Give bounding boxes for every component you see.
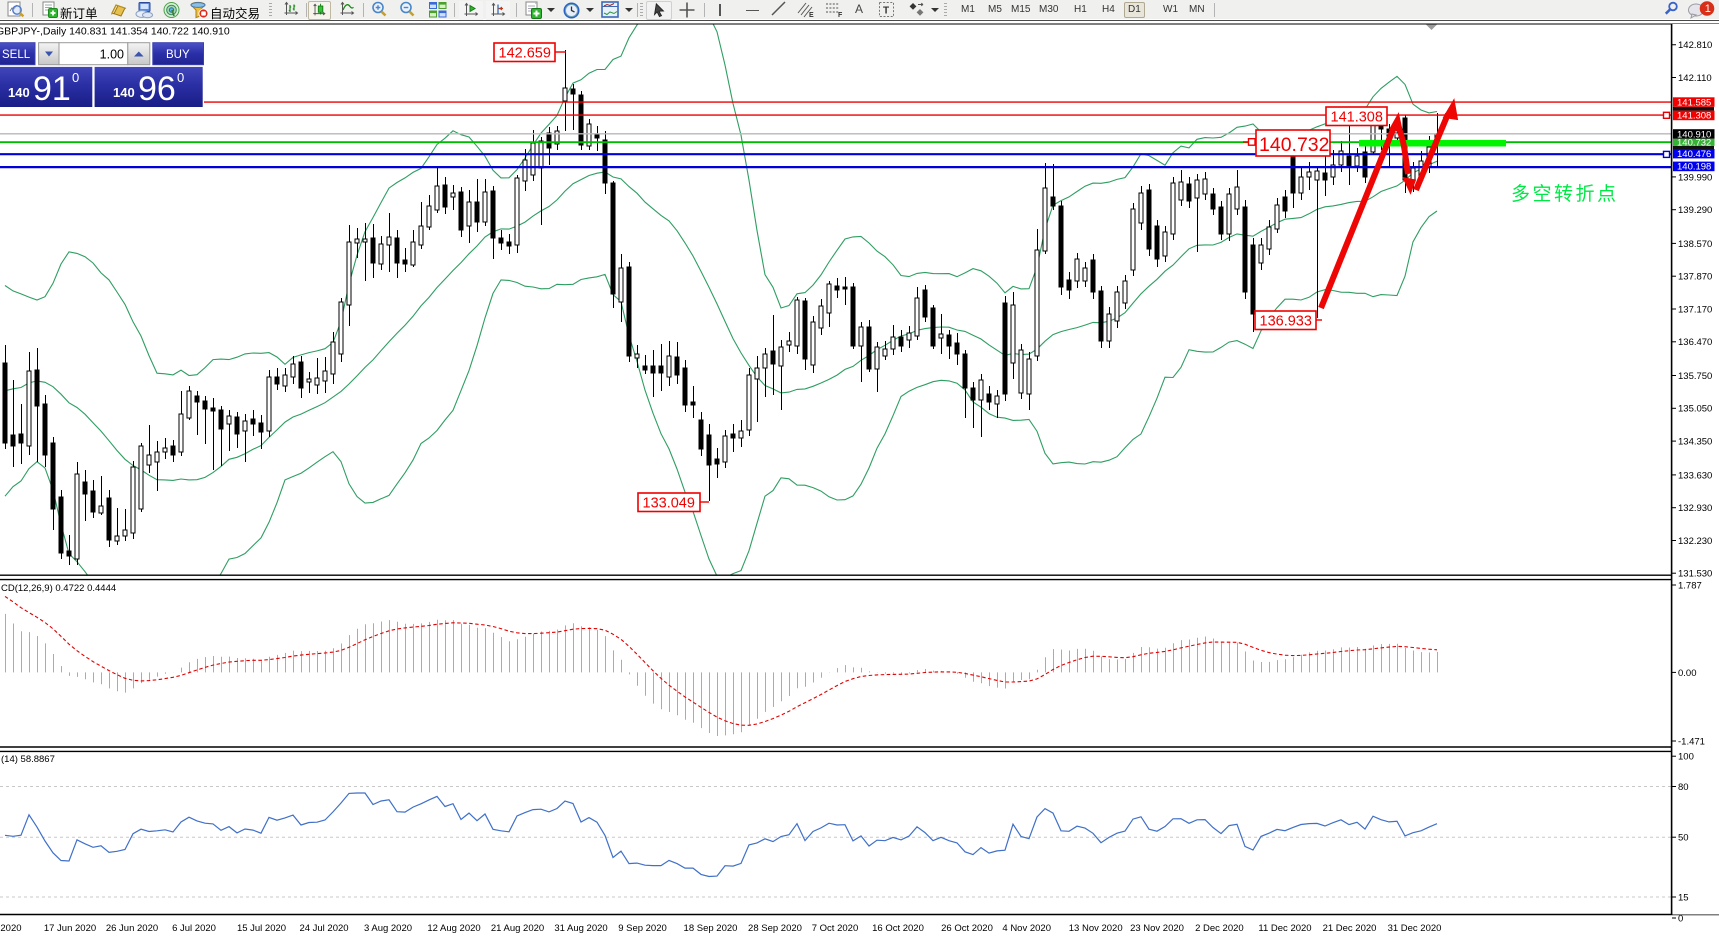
svg-text:0: 0 xyxy=(72,70,79,85)
svg-text:31 Aug 2020: 31 Aug 2020 xyxy=(554,923,607,934)
svg-text:141.308: 141.308 xyxy=(1677,111,1711,122)
svg-text:(14) 58.8867: (14) 58.8867 xyxy=(1,754,55,765)
svg-text:140: 140 xyxy=(113,85,135,100)
svg-text:1.00: 1.00 xyxy=(100,48,124,62)
svg-text:139.990: 139.990 xyxy=(1678,172,1712,183)
svg-text:100: 100 xyxy=(1678,752,1694,763)
svg-text:21 Aug 2020: 21 Aug 2020 xyxy=(491,923,544,934)
svg-text:96: 96 xyxy=(138,70,176,108)
svg-text:135.750: 135.750 xyxy=(1678,371,1712,382)
svg-text:135.050: 135.050 xyxy=(1678,404,1712,415)
svg-text:24 Jul 2020: 24 Jul 2020 xyxy=(299,923,348,934)
svg-text:18 Sep 2020: 18 Sep 2020 xyxy=(684,923,738,934)
svg-text:131.530: 131.530 xyxy=(1678,569,1712,580)
svg-text:-1.471: -1.471 xyxy=(1678,736,1705,747)
svg-text:0: 0 xyxy=(1678,913,1683,924)
svg-text:142.810: 142.810 xyxy=(1678,40,1712,51)
svg-text:26 Oct 2020: 26 Oct 2020 xyxy=(941,923,993,934)
svg-text:31 Dec 2020: 31 Dec 2020 xyxy=(1388,923,1442,934)
svg-text:50: 50 xyxy=(1678,833,1689,844)
svg-text:17 Jun 2020: 17 Jun 2020 xyxy=(44,923,96,934)
svg-text:141.308: 141.308 xyxy=(1331,110,1383,126)
svg-text:140.198: 140.198 xyxy=(1677,162,1711,173)
svg-text:4 Nov 2020: 4 Nov 2020 xyxy=(1002,923,1051,934)
svg-text:BUY: BUY xyxy=(166,49,190,61)
svg-text:141.585: 141.585 xyxy=(1677,97,1711,108)
svg-text:140.910: 140.910 xyxy=(1677,129,1711,140)
svg-text:CD(12,26,9) 0.4722 0.4444: CD(12,26,9) 0.4722 0.4444 xyxy=(1,583,116,594)
svg-text:136.470: 136.470 xyxy=(1678,337,1712,348)
svg-text:132.930: 132.930 xyxy=(1678,503,1712,514)
svg-text:134.350: 134.350 xyxy=(1678,437,1712,448)
svg-text:8 Jun 2020: 8 Jun 2020 xyxy=(0,923,22,934)
svg-text:140.732: 140.732 xyxy=(1677,138,1711,149)
svg-text:SELL: SELL xyxy=(2,49,31,61)
svg-text:132.230: 132.230 xyxy=(1678,536,1712,547)
svg-text:2 Dec 2020: 2 Dec 2020 xyxy=(1195,923,1244,934)
svg-text:15: 15 xyxy=(1678,892,1689,903)
svg-text:139.290: 139.290 xyxy=(1678,205,1712,216)
svg-text:28 Sep 2020: 28 Sep 2020 xyxy=(748,923,802,934)
svg-text:多空转折点: 多空转折点 xyxy=(1511,183,1619,205)
svg-text:133.630: 133.630 xyxy=(1678,470,1712,481)
svg-text:0.00: 0.00 xyxy=(1678,668,1697,679)
svg-text:7 Oct 2020: 7 Oct 2020 xyxy=(812,923,858,934)
svg-text:GBPJPY-,Daily 140.831 141.354: GBPJPY-,Daily 140.831 141.354 140.722 14… xyxy=(0,26,230,38)
svg-text:21 Dec 2020: 21 Dec 2020 xyxy=(1323,923,1377,934)
svg-text:1.787: 1.787 xyxy=(1678,580,1702,591)
svg-text:0: 0 xyxy=(177,70,184,85)
svg-text:F: F xyxy=(838,12,843,18)
svg-text:80: 80 xyxy=(1678,782,1689,793)
svg-text:23 Nov 2020: 23 Nov 2020 xyxy=(1130,923,1184,934)
svg-text:12 Aug 2020: 12 Aug 2020 xyxy=(427,923,480,934)
svg-text:11 Dec 2020: 11 Dec 2020 xyxy=(1258,923,1311,934)
svg-text:136.933: 136.933 xyxy=(1260,314,1312,330)
svg-text:138.570: 138.570 xyxy=(1678,239,1712,250)
svg-text:T: T xyxy=(883,6,889,17)
svg-text:91: 91 xyxy=(33,70,71,108)
svg-text:140.732: 140.732 xyxy=(1259,134,1330,156)
svg-text:1: 1 xyxy=(1705,3,1711,15)
svg-text:137.170: 137.170 xyxy=(1678,304,1712,315)
svg-text:9 Sep 2020: 9 Sep 2020 xyxy=(618,923,667,934)
svg-text:E: E xyxy=(809,12,814,18)
svg-text:26 Jun 2020: 26 Jun 2020 xyxy=(106,923,158,934)
svg-text:6 Jul 2020: 6 Jul 2020 xyxy=(172,923,216,934)
svg-text:13 Nov 2020: 13 Nov 2020 xyxy=(1069,923,1123,934)
svg-text:142.659: 142.659 xyxy=(499,46,551,62)
svg-text:140: 140 xyxy=(8,85,30,100)
svg-text:142.110: 142.110 xyxy=(1678,73,1712,84)
svg-text:140.476: 140.476 xyxy=(1677,149,1711,160)
svg-text:16 Oct 2020: 16 Oct 2020 xyxy=(872,923,924,934)
svg-text:15 Jul 2020: 15 Jul 2020 xyxy=(237,923,286,934)
svg-text:3 Aug 2020: 3 Aug 2020 xyxy=(364,923,412,934)
svg-text:137.870: 137.870 xyxy=(1678,272,1712,283)
svg-text:133.049: 133.049 xyxy=(643,496,695,512)
